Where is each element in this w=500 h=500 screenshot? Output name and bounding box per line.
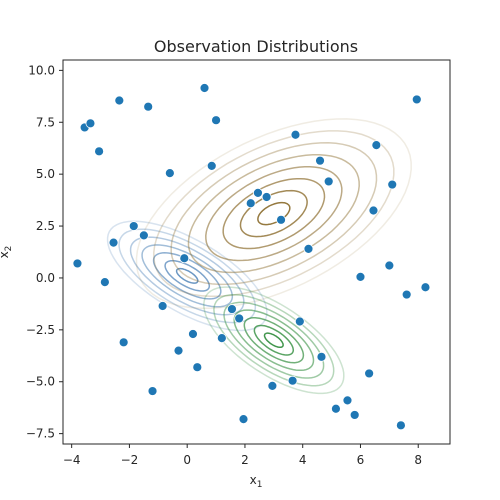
contour-line [222, 177, 326, 250]
x-tick-label: 8 [414, 453, 422, 467]
data-point [216, 333, 227, 344]
contour-line [187, 154, 360, 274]
data-point [287, 375, 298, 386]
data-point [199, 83, 210, 93]
contour-line [135, 118, 412, 310]
contour-group-1 [135, 118, 412, 310]
contour-line [175, 267, 199, 284]
x-axis-ticks: −4 −2 0 2 4 6 8 [63, 444, 422, 467]
x-tick-label: −2 [121, 453, 139, 467]
y-axis-ticks: 10.0 7.5 5.0 2.5 0.0 −2.5 −5.0 −7.5 [26, 63, 63, 441]
data-point [72, 258, 83, 269]
data-point [355, 272, 366, 282]
data-point [118, 337, 129, 348]
data-point [294, 316, 305, 327]
contour-line [164, 259, 211, 292]
contour-line [239, 189, 308, 238]
data-point [342, 395, 353, 406]
data-point [387, 179, 398, 190]
contour-line [233, 309, 315, 372]
data-point [114, 95, 125, 106]
observation-points [72, 83, 431, 431]
data-point [108, 237, 119, 248]
chart-title: Observation Distributions [154, 37, 358, 56]
contour-line [153, 130, 395, 298]
data-point [323, 176, 334, 187]
contour-line [141, 244, 234, 308]
data-point [94, 146, 105, 157]
data-point [99, 277, 110, 287]
y-tick-label: 7.5 [36, 115, 55, 129]
data-point [227, 304, 237, 314]
data-point [188, 329, 198, 339]
contour-line [170, 142, 378, 286]
data-point [364, 368, 375, 379]
data-point [384, 260, 395, 271]
data-point [138, 230, 149, 241]
data-point [85, 118, 96, 129]
x-tick-label: −4 [63, 453, 81, 467]
data-point [303, 243, 314, 254]
data-point [371, 140, 382, 151]
x-tick-label: 6 [357, 453, 365, 467]
y-tick-label: 5.0 [36, 167, 55, 181]
data-point [179, 253, 190, 264]
x-axis-label-base: x [250, 473, 257, 487]
y-axis-label: x2 [0, 246, 14, 259]
data-point [267, 380, 278, 391]
data-point [211, 115, 221, 126]
data-point [261, 192, 272, 202]
y-axis-label-base: x [0, 251, 11, 258]
contour-line [223, 301, 325, 379]
contour-line [203, 286, 345, 395]
data-point [173, 345, 184, 356]
data-point [253, 187, 263, 198]
density-contours [106, 118, 412, 395]
y-tick-label: −7.5 [26, 427, 55, 441]
data-point [164, 168, 175, 179]
data-point [238, 414, 249, 424]
plot-area-frame [62, 59, 451, 445]
data-point [206, 160, 217, 171]
y-tick-label: 0.0 [36, 271, 55, 285]
data-point [396, 420, 406, 431]
data-point [245, 198, 256, 209]
data-point [349, 410, 360, 420]
data-point [290, 129, 301, 140]
x-axis-label: x1 [250, 473, 263, 490]
contour-line [243, 317, 305, 364]
data-point [192, 362, 203, 373]
data-point [368, 205, 379, 216]
data-point [143, 101, 154, 112]
data-point [420, 282, 431, 293]
data-point [316, 351, 327, 362]
x-tick-label: 0 [183, 453, 191, 467]
data-point [276, 214, 286, 225]
data-point [315, 155, 325, 166]
y-axis-label-subscript: 2 [4, 246, 14, 252]
contour-line [263, 332, 284, 349]
contour-line [253, 324, 295, 356]
data-point [411, 94, 422, 105]
y-tick-label: −5.0 [26, 375, 55, 389]
data-point [147, 386, 158, 396]
contour-line [257, 201, 291, 226]
x-axis-label-subscript: 1 [257, 480, 263, 490]
contour-line [205, 165, 343, 262]
y-tick-label: 10.0 [28, 63, 55, 77]
x-tick-label: 4 [299, 453, 307, 467]
y-tick-label: −2.5 [26, 323, 55, 337]
x-tick-label: 2 [241, 453, 249, 467]
data-point [234, 313, 245, 324]
data-point [157, 301, 168, 311]
data-point [128, 221, 139, 231]
data-point [331, 403, 341, 414]
y-tick-label: 2.5 [36, 219, 55, 233]
data-point [401, 289, 412, 300]
